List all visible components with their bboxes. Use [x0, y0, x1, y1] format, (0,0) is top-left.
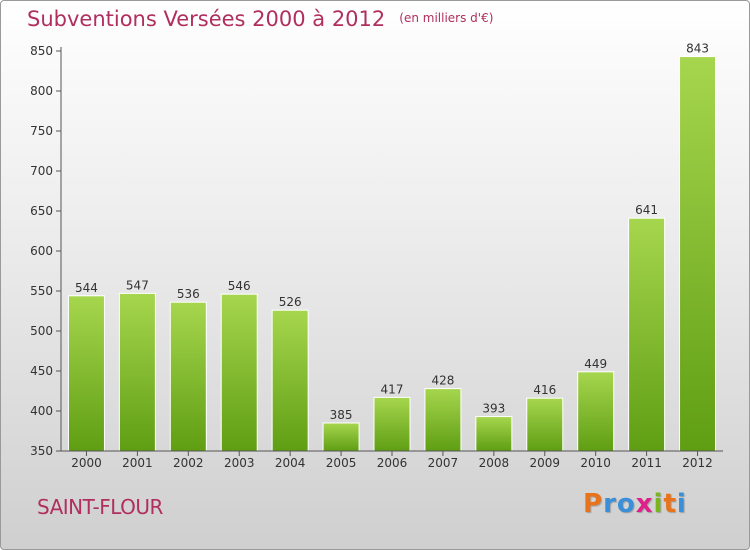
value-label-2006: 417	[381, 382, 404, 396]
x-axis: 2000 2001 2002 2003 2004 2005 2006 2007 2008 2009…	[61, 450, 723, 470]
bar-2001[interactable]	[118, 292, 156, 452]
x-tick-label-2001: 2001	[122, 456, 153, 470]
chart-title: Subventions Versées 2000 à 2012 (en milli…	[27, 7, 493, 31]
value-label-2002: 536	[177, 287, 200, 301]
value-label-2000: 544	[75, 281, 98, 295]
value-label-2012: 843	[686, 42, 709, 56]
y-tick-label: 850	[30, 44, 53, 58]
bars: 544 547 536 546 526 385 417 428 393 416 449 641 843	[67, 42, 717, 452]
y-tick-label: 550	[30, 284, 53, 298]
bar-2008[interactable]	[475, 416, 513, 452]
chart-title-text: Subventions Versées 2000 à 2012	[27, 7, 386, 31]
bar-2011[interactable]	[628, 217, 666, 452]
bar-2000[interactable]	[67, 295, 105, 452]
bar-2004[interactable]	[271, 309, 309, 452]
x-tick-label-2006: 2006	[377, 456, 408, 470]
logo-letter: t	[663, 489, 677, 519]
y-tick-label: 650	[30, 204, 53, 218]
x-tick-label-2012: 2012	[682, 456, 713, 470]
value-label-2011: 641	[635, 203, 658, 217]
value-label-2003: 546	[228, 279, 251, 293]
y-tick-label: 800	[30, 84, 53, 98]
bar-2007[interactable]	[424, 388, 462, 452]
logo-letter: P	[583, 489, 604, 519]
bar-2003[interactable]	[220, 293, 258, 452]
bar-2009[interactable]	[526, 397, 564, 452]
place-name: SAINT-FLOUR	[37, 495, 163, 519]
bar-2006[interactable]	[373, 396, 411, 452]
value-label-2007: 428	[431, 374, 454, 388]
x-tick-label-2008: 2008	[479, 456, 510, 470]
y-tick-label: 500	[30, 324, 53, 338]
x-tick-label-2005: 2005	[326, 456, 357, 470]
y-tick-label: 350	[30, 444, 53, 458]
value-label-2008: 393	[482, 402, 505, 416]
logo-letter: r	[603, 489, 617, 519]
value-label-2001: 547	[126, 278, 149, 292]
logo-letter: o	[616, 489, 636, 519]
value-label-2010: 449	[584, 357, 607, 371]
x-tick-label-2011: 2011	[631, 456, 662, 470]
x-tick-label-2003: 2003	[224, 456, 255, 470]
y-tick-label: 400	[30, 404, 53, 418]
proxiti-logo[interactable]: Proxiti	[583, 489, 687, 519]
bar-2005[interactable]	[322, 422, 360, 452]
bar-2010[interactable]	[577, 371, 615, 452]
bar-2002[interactable]	[169, 301, 207, 452]
value-label-2009: 416	[533, 383, 556, 397]
x-tick-label-2002: 2002	[173, 456, 204, 470]
y-tick-label: 700	[30, 164, 53, 178]
value-label-2005: 385	[330, 408, 353, 422]
bar-2012[interactable]	[679, 56, 717, 452]
logo-letter: i	[676, 489, 687, 519]
chart-subtitle: (en milliers d'€)	[399, 11, 494, 25]
value-label-2004: 526	[279, 295, 302, 309]
x-tick-label-2004: 2004	[275, 456, 306, 470]
y-tick-label: 600	[30, 244, 53, 258]
logo-letter: x	[635, 489, 654, 519]
y-tick-label: 750	[30, 124, 53, 138]
x-tick-label-2009: 2009	[529, 456, 560, 470]
y-axis: 350 400 450 500 550 600 650 700 750 800 850	[30, 44, 62, 458]
y-tick-label: 450	[30, 364, 53, 378]
x-tick-label-2010: 2010	[580, 456, 611, 470]
x-tick-label-2000: 2000	[71, 456, 102, 470]
logo-letter: i	[653, 489, 664, 519]
x-tick-label-2007: 2007	[428, 456, 459, 470]
